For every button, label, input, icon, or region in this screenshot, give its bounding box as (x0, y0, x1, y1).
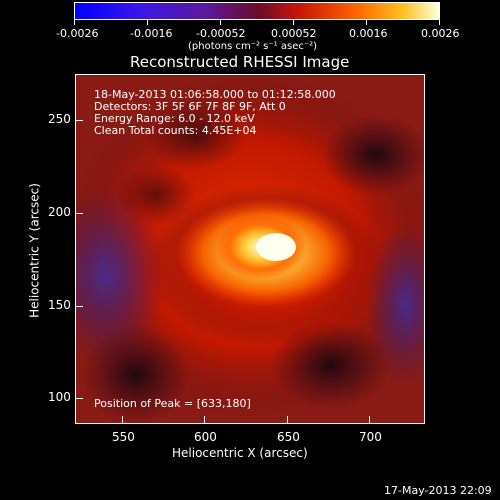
colorbar-tick-label: -0.0016 (130, 27, 173, 40)
x-tick-label: 700 (359, 430, 382, 444)
colorbar-tick-label: 0.0016 (349, 27, 388, 40)
y-tick-label: 250 (48, 112, 71, 126)
y-tick-mark (75, 398, 83, 399)
x-tick-mark (369, 416, 370, 424)
y-axis-label: Heliocentric Y (arcsec) (27, 183, 42, 318)
footer-timestamp: 17-May-2013 22:09 (384, 484, 492, 497)
colorbar-tick-label: 0.0026 (421, 27, 460, 40)
annotation-time-range: 18-May-2013 01:06:58.000 to 01:12:58.000 (94, 88, 336, 101)
x-axis-label: Heliocentric X (arcsec) (172, 446, 308, 460)
annotation-detectors: Detectors: 3F 5F 6F 7F 8F 9F, Att 0 (94, 100, 286, 113)
y-tick-label: 100 (48, 390, 71, 404)
annotation-peak: Position of Peak = [633,180] (94, 397, 251, 410)
annotation-clean: Clean Total counts: 4.45E+04 (94, 124, 257, 137)
colorbar-units: (photons cm⁻² s⁻¹ asec⁻²) (188, 41, 318, 52)
x-tick-mark (122, 416, 123, 424)
x-tick-mark (204, 416, 205, 424)
annotation-energy: Energy Range: 6.0 - 12.0 keV (94, 112, 255, 125)
colorbar-tick-mark (293, 20, 294, 25)
x-tick-label: 600 (194, 430, 217, 444)
x-tick-mark (287, 416, 288, 424)
x-tick-label: 650 (277, 430, 300, 444)
colorbar-tick-label: -0.0026 (56, 27, 99, 40)
colorbar-tick-mark (147, 20, 148, 25)
colorbar-tick-mark (366, 20, 367, 25)
colorbar (74, 2, 440, 20)
colorbar-tick-label: 0.00052 (271, 27, 317, 40)
colorbar-tick-mark (74, 20, 75, 25)
plot-title: Reconstructed RHESSI Image (130, 53, 350, 71)
colorbar-tick-mark (439, 20, 440, 25)
y-tick-mark (75, 120, 83, 121)
y-tick-label: 150 (48, 298, 71, 312)
y-tick-mark (75, 213, 83, 214)
colorbar-tick-label: -0.00052 (196, 27, 246, 40)
x-tick-label: 550 (112, 430, 135, 444)
y-tick-label: 200 (48, 205, 71, 219)
colorbar-tick-mark (220, 20, 221, 25)
rhessi-image (75, 74, 425, 424)
y-tick-mark (75, 306, 83, 307)
